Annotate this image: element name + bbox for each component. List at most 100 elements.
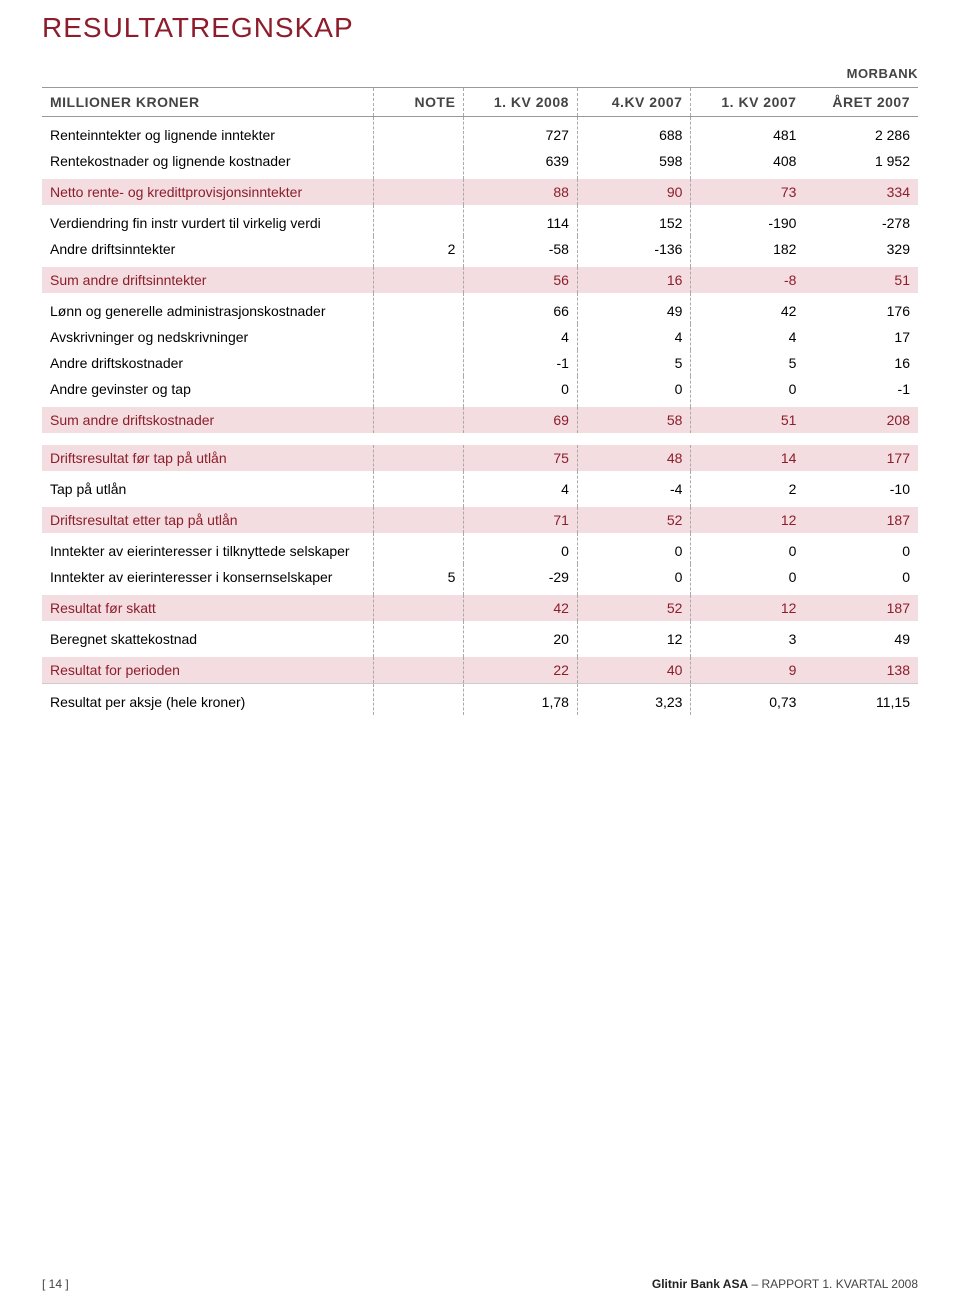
cell-c4: 49 (804, 621, 918, 657)
cell-label: Resultat per aksje (hele kroner) (42, 684, 374, 716)
table-header-row: MILLIONER KRONER NOTE 1. KV 2008 4.KV 20… (42, 88, 918, 117)
cell-label: Inntekter av eierinteresser i tilknytted… (42, 533, 374, 564)
table-row: Sum andre driftsinntekter5616-851 (42, 267, 918, 293)
cell-c4: 11,15 (804, 684, 918, 716)
table-row: Driftsresultat før tap på utlån754814177 (42, 445, 918, 471)
cell-c3: 12 (691, 507, 805, 533)
cell-label: Andre driftskostnader (42, 350, 374, 376)
cell-c2: 12 (577, 621, 691, 657)
cell-c1: 20 (464, 621, 578, 657)
cell-c1: 56 (464, 267, 578, 293)
col-label: MILLIONER KRONER (42, 88, 374, 117)
cell-c1: -29 (464, 564, 578, 595)
table-row: Tap på utlån4-42-10 (42, 471, 918, 507)
cell-label: Renteinntekter og lignende inntekter (42, 117, 374, 149)
page-number: [ 14 ] (42, 1277, 69, 1291)
cell-c1: 639 (464, 148, 578, 179)
table-row: Inntekter av eierinteresser i tilknytted… (42, 533, 918, 564)
cell-label: Rentekostnader og lignende kostnader (42, 148, 374, 179)
cell-note (374, 445, 464, 471)
table-row: Andre driftskostnader-15516 (42, 350, 918, 376)
cell-note (374, 407, 464, 433)
page-title: RESULTATREGNSKAP (42, 12, 918, 44)
cell-c4: 187 (804, 507, 918, 533)
cell-c1: -1 (464, 350, 578, 376)
cell-c3: 5 (691, 350, 805, 376)
col-c3: 1. KV 2007 (691, 88, 805, 117)
table-row: Verdiendring fin instr vurdert til virke… (42, 205, 918, 236)
cell-c3: 0 (691, 564, 805, 595)
cell-label: Andre driftsinntekter (42, 236, 374, 267)
cell-label: Sum andre driftsinntekter (42, 267, 374, 293)
cell-c3: 0 (691, 533, 805, 564)
cell-c2: 3,23 (577, 684, 691, 716)
cell-label: Driftsresultat etter tap på utlån (42, 507, 374, 533)
cell-c3: 0 (691, 376, 805, 407)
cell-label: Andre gevinster og tap (42, 376, 374, 407)
cell-note (374, 684, 464, 716)
cell-note (374, 148, 464, 179)
cell-note (374, 657, 464, 684)
cell-c2: -136 (577, 236, 691, 267)
table-row: Netto rente- og kredittprovisjonsinntekt… (42, 179, 918, 205)
cell-c4: 334 (804, 179, 918, 205)
footer-text: Glitnir Bank ASA – RAPPORT 1. KVARTAL 20… (652, 1277, 918, 1291)
cell-c2: 0 (577, 533, 691, 564)
footer-rest: – RAPPORT 1. KVARTAL 2008 (748, 1277, 918, 1291)
cell-c3: 4 (691, 324, 805, 350)
cell-c4: 0 (804, 564, 918, 595)
cell-c4: 0 (804, 533, 918, 564)
cell-note (374, 293, 464, 324)
cell-note (374, 179, 464, 205)
cell-label: Resultat før skatt (42, 595, 374, 621)
table-row: Avskrivninger og nedskrivninger44417 (42, 324, 918, 350)
cell-c1: 0 (464, 376, 578, 407)
table-row: Andre gevinster og tap000-1 (42, 376, 918, 407)
cell-c1: 114 (464, 205, 578, 236)
cell-c4: -1 (804, 376, 918, 407)
table-row: Resultat per aksje (hele kroner)1,783,23… (42, 684, 918, 716)
cell-c3: 42 (691, 293, 805, 324)
cell-label: Lønn og generelle administrasjonskostnad… (42, 293, 374, 324)
cell-note (374, 267, 464, 293)
cell-note (374, 205, 464, 236)
cell-c1: 88 (464, 179, 578, 205)
subheader-label: MORBANK (42, 66, 918, 81)
cell-c2: 598 (577, 148, 691, 179)
cell-c1: 66 (464, 293, 578, 324)
cell-c3: 12 (691, 595, 805, 621)
cell-c3: 73 (691, 179, 805, 205)
table-row: Beregnet skattekostnad2012349 (42, 621, 918, 657)
cell-label: Verdiendring fin instr vurdert til virke… (42, 205, 374, 236)
cell-label: Tap på utlån (42, 471, 374, 507)
table-row: Andre driftsinntekter2-58-136182329 (42, 236, 918, 267)
cell-c3: 182 (691, 236, 805, 267)
cell-note: 5 (374, 564, 464, 595)
cell-c2: -4 (577, 471, 691, 507)
cell-c2: 49 (577, 293, 691, 324)
cell-c4: 16 (804, 350, 918, 376)
cell-c4: -278 (804, 205, 918, 236)
col-c4: ÅRET 2007 (804, 88, 918, 117)
cell-c4: 329 (804, 236, 918, 267)
footer-company: Glitnir Bank ASA (652, 1277, 748, 1291)
cell-c2: 0 (577, 376, 691, 407)
cell-c4: 138 (804, 657, 918, 684)
cell-c4: 51 (804, 267, 918, 293)
table-row: Renteinntekter og lignende inntekter7276… (42, 117, 918, 149)
cell-label: Inntekter av eierinteresser i konsernsel… (42, 564, 374, 595)
col-note: NOTE (374, 88, 464, 117)
table-row: Resultat før skatt425212187 (42, 595, 918, 621)
cell-c4: 187 (804, 595, 918, 621)
cell-c4: 2 286 (804, 117, 918, 149)
cell-label: Resultat for perioden (42, 657, 374, 684)
table-row: Rentekostnader og lignende kostnader 6395… (42, 148, 918, 179)
cell-c1: 4 (464, 471, 578, 507)
cell-c4: 177 (804, 445, 918, 471)
cell-note (374, 621, 464, 657)
col-c1: 1. KV 2008 (464, 88, 578, 117)
cell-c4: -10 (804, 471, 918, 507)
cell-c3: 3 (691, 621, 805, 657)
cell-label: Driftsresultat før tap på utlån (42, 445, 374, 471)
page-footer: [ 14 ] Glitnir Bank ASA – RAPPORT 1. KVA… (42, 1277, 918, 1291)
